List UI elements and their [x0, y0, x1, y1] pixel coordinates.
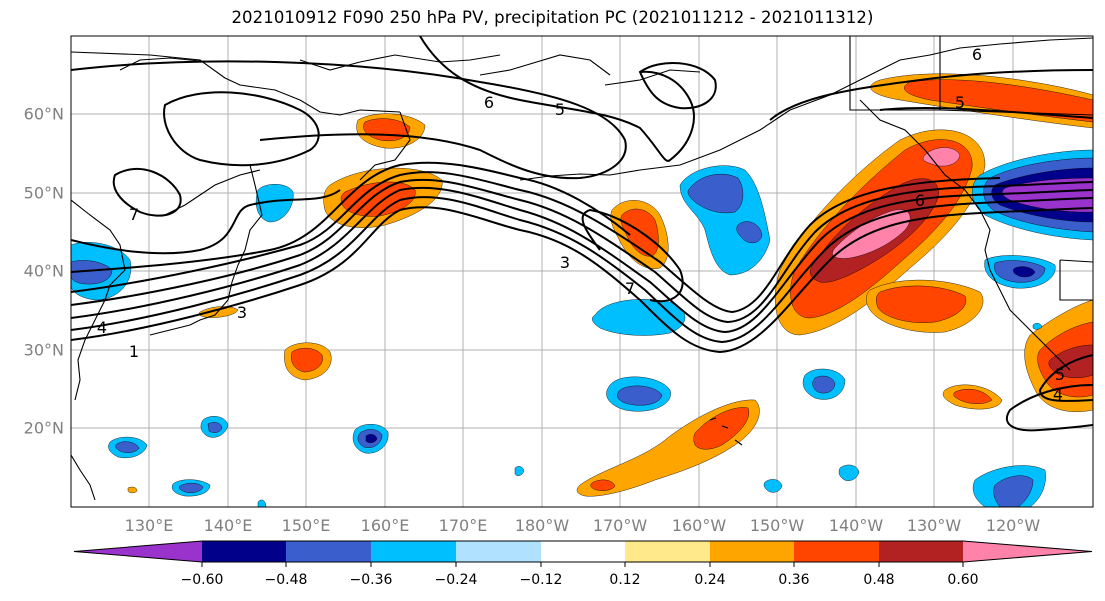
colorbar-segment: [286, 541, 371, 562]
colorbar-tick-label: 0.48: [863, 572, 895, 588]
lon-label: 150°E: [281, 516, 331, 535]
colorbar-segment: [794, 541, 879, 562]
contour-label: 7: [129, 205, 139, 224]
pv-contours: [71, 36, 1093, 432]
colorbar-tick-label: −0.24: [434, 572, 478, 588]
contour-label: 5: [1055, 365, 1065, 384]
colorbar-tick-label: 0.36: [778, 572, 810, 588]
lat-label-60n: 60°N: [23, 104, 64, 124]
colorbar-tick-label: −0.36: [349, 572, 393, 588]
contour-label: 7: [625, 279, 635, 298]
colorbar-tick-label: −0.60: [180, 572, 224, 588]
lon-label: 140°E: [203, 516, 253, 535]
colorbar-tick-label: 0.60: [947, 572, 979, 588]
contour-label: 4: [97, 318, 107, 337]
colorbar-tick-label: −0.12: [519, 572, 563, 588]
contour-label: 4: [1053, 385, 1063, 404]
lat-label-30n: 30°N: [23, 340, 64, 360]
lon-label: 180°W: [514, 516, 570, 535]
colorbar-segment: [541, 541, 625, 562]
colorbar-segment: [202, 541, 286, 562]
lon-label: 160°W: [671, 516, 727, 535]
contour-label: 6: [972, 45, 982, 64]
lon-label: 160°E: [360, 516, 410, 535]
lon-label: 130°E: [124, 516, 174, 535]
colorbar-segment: [879, 541, 963, 562]
lon-label: 130°W: [906, 516, 962, 535]
colorbar-tick-label: 0.24: [694, 572, 726, 588]
colorbar-tick-label: −0.48: [264, 572, 308, 588]
colorbar-segment: [963, 541, 1092, 562]
colorbar-segment: [371, 541, 456, 562]
map-frame: [70, 35, 1094, 508]
contour-label: 6: [484, 93, 494, 112]
contour-label: 1: [129, 342, 139, 361]
coastlines: [71, 36, 1093, 501]
colorbar-segment: [456, 541, 541, 562]
lat-label-20n: 20°N: [23, 418, 64, 438]
contour-label: 5: [955, 93, 965, 112]
negative-precip-anomalies: [71, 149, 1093, 507]
contour-label: 6: [915, 191, 925, 210]
colorbar-segments: [73, 540, 1093, 563]
contour-label: 5: [555, 100, 565, 119]
contour-label: 3: [237, 303, 247, 322]
colorbar-segment: [74, 541, 202, 562]
colorbar-segment: [710, 541, 794, 562]
contour-labels: 6 5 6 5 7 7 6 5 4 3 4 1 3: [97, 45, 1065, 404]
map-title: 2021010912 F090 250 hPa PV, precipitatio…: [231, 8, 874, 27]
colorbar-tick-label: 0.12: [609, 572, 641, 588]
lon-label: 150°W: [749, 516, 805, 535]
lon-label: 120°W: [985, 516, 1041, 535]
lon-label: 140°W: [828, 516, 884, 535]
lat-label-40n: 40°N: [23, 261, 64, 281]
lat-label-50n: 50°N: [23, 183, 64, 203]
lon-label: 170°E: [438, 516, 488, 535]
contour-label: 3: [560, 253, 570, 272]
colorbar-segment: [625, 541, 710, 562]
lon-label: 170°W: [592, 516, 648, 535]
